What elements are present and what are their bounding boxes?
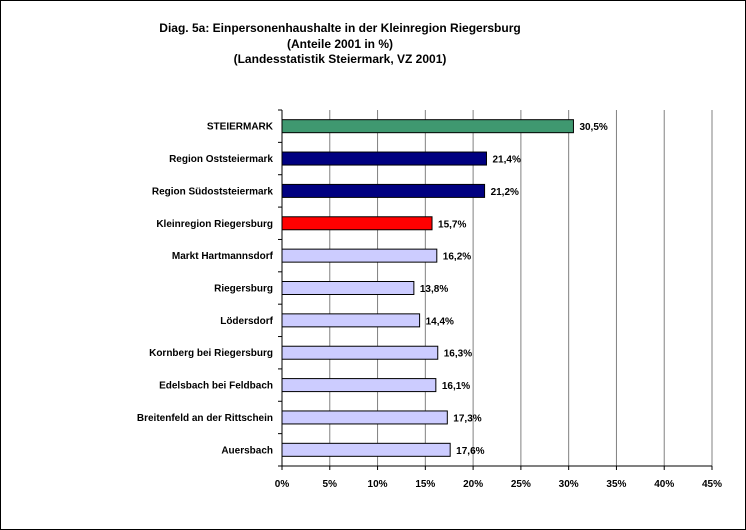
category-label: Edelsbach bei Feldbach: [159, 381, 273, 392]
bar: [281, 216, 433, 231]
x-tick-label: 15%: [415, 479, 435, 490]
value-label: 17,6%: [456, 446, 484, 457]
bar: [281, 410, 448, 425]
category-label: Region Oststeiermark: [169, 154, 273, 165]
x-tick-label: 40%: [654, 479, 674, 490]
bar: [281, 119, 574, 134]
bar: [281, 345, 439, 360]
x-tick-label: 45%: [702, 479, 722, 490]
x-tick-label: 20%: [463, 479, 483, 490]
chart-title: Diag. 5a: Einpersonenhaushalte in der Kl…: [159, 21, 521, 35]
chart-subtitle: (Anteile 2001 in %): [286, 37, 394, 51]
value-label: 21,2%: [491, 187, 519, 198]
category-label: Region Südoststeiermark: [152, 186, 274, 197]
chart-source: (Landesstatistik Steiermark, VZ 2001): [233, 52, 447, 66]
category-label: Auersbach: [221, 445, 273, 456]
value-label: 16,2%: [443, 252, 471, 263]
x-tick-label: 0%: [275, 479, 290, 490]
bar: [281, 183, 486, 198]
category-label: Lödersdorf: [220, 316, 273, 327]
value-label: 14,4%: [426, 316, 454, 327]
bar: [281, 378, 437, 393]
bar: [281, 281, 415, 295]
value-label: 21,4%: [492, 155, 520, 166]
x-tick-label: 10%: [368, 479, 388, 490]
category-label: Breitenfeld an der Rittschein: [137, 413, 273, 424]
x-tick-label: 5%: [323, 479, 338, 490]
bar: [281, 248, 438, 263]
category-label: Kornberg bei Riegersburg: [149, 348, 273, 359]
bar: [281, 313, 421, 328]
x-tick-label: 30%: [559, 479, 579, 490]
value-label: 13,8%: [420, 284, 448, 295]
x-tick-label: 25%: [511, 479, 531, 490]
bar: [281, 442, 451, 457]
value-label: 17,3%: [453, 413, 481, 424]
category-label: Riegersburg: [214, 284, 273, 295]
category-label: Markt Hartmannsdorf: [172, 251, 274, 262]
category-label: STEIERMARK: [207, 122, 274, 133]
category-label: Kleinregion Riegersburg: [156, 219, 273, 230]
value-label: 15,7%: [438, 219, 466, 230]
value-label: 16,3%: [444, 349, 472, 360]
value-label: 16,1%: [442, 381, 470, 392]
value-label: 30,5%: [579, 122, 607, 133]
x-tick-label: 35%: [606, 479, 626, 490]
bar: [281, 151, 487, 166]
